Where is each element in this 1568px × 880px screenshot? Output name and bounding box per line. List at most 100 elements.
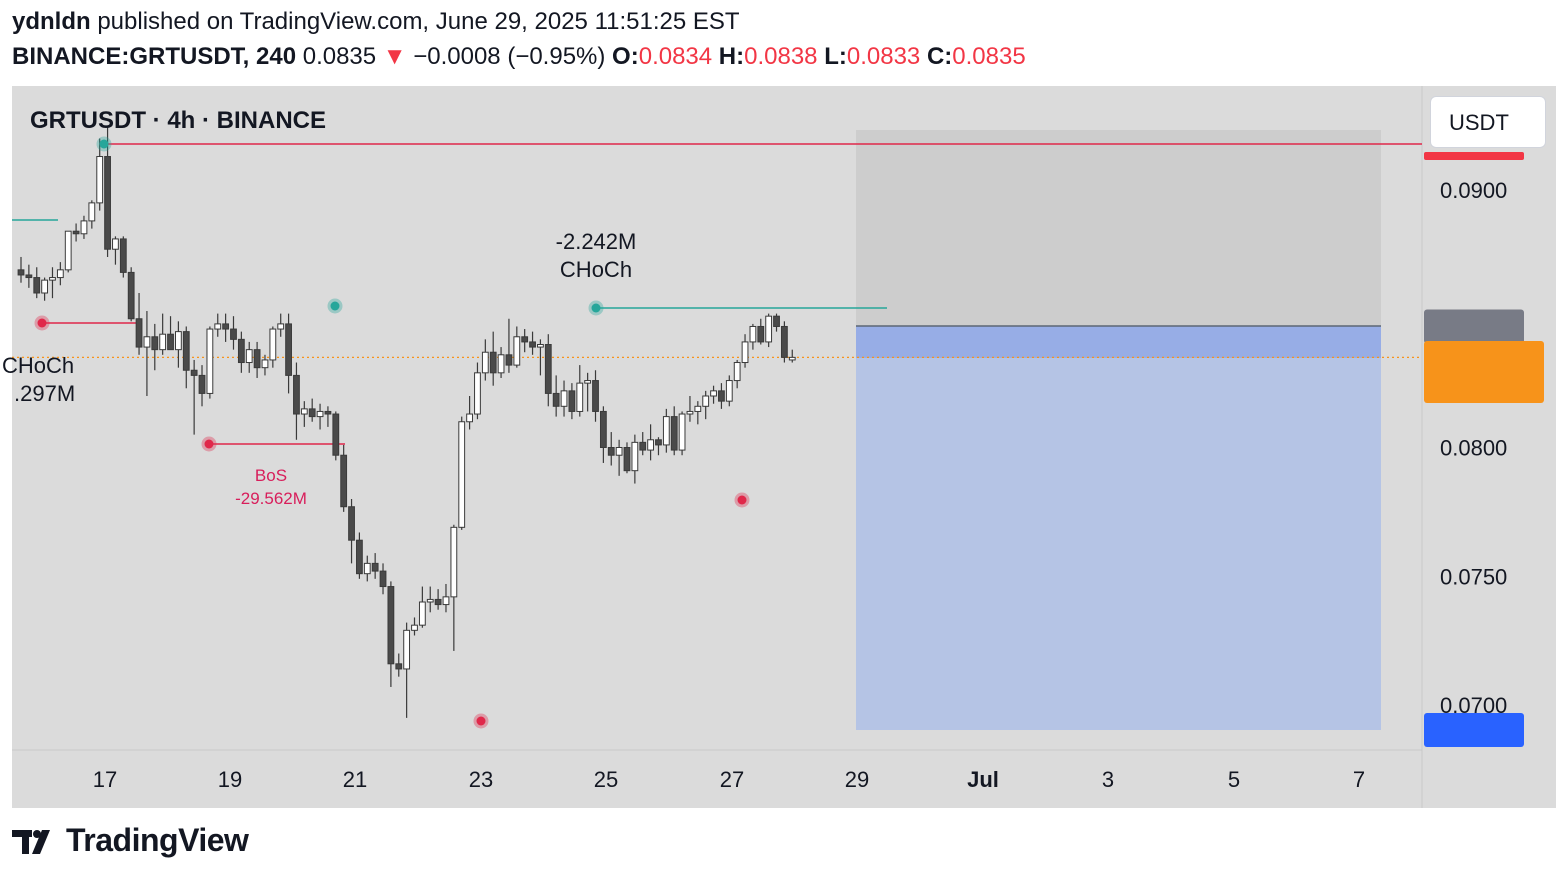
candle-bear-body [607, 447, 615, 456]
time-axis-panel[interactable] [12, 750, 1556, 808]
candle-bull-body [49, 277, 56, 281]
candle [112, 236, 119, 265]
candle [434, 589, 442, 610]
candle-bear-body [489, 351, 497, 374]
header-line-2: BINANCE:GRTUSDT, 240 0.0835 ▼ −0.0008 (−… [12, 43, 1026, 71]
candle-bull-body [631, 441, 639, 472]
candle [182, 326, 190, 389]
candle-bear-body [773, 315, 780, 327]
symbol-interval: BINANCE:GRTUSDT, 240 [12, 43, 297, 70]
candle [749, 323, 757, 350]
candle-bear-body [379, 570, 387, 588]
candle-bear-body [552, 392, 560, 407]
candle [56, 262, 64, 286]
target-price-tag[interactable] [1424, 713, 1524, 747]
candle [639, 432, 647, 456]
candle [537, 339, 544, 376]
candle-bull-body [481, 351, 489, 374]
candle [584, 372, 592, 412]
candle-bear-body [544, 344, 552, 394]
candle [119, 236, 127, 278]
author-name[interactable]: ydnldn [12, 8, 91, 35]
entry-price-tag[interactable] [1424, 309, 1524, 344]
candle [757, 318, 765, 345]
candle-bull-body [474, 372, 481, 415]
candle [230, 316, 237, 350]
header-line-1: ydnldn published on TradingView.com, Jun… [12, 8, 740, 36]
candle [151, 323, 159, 371]
candle-bear-body [592, 380, 599, 412]
candle [17, 256, 25, 283]
swing-high-marker[interactable] [330, 301, 340, 311]
candle [599, 406, 607, 463]
candle [64, 230, 72, 273]
candle-bear-body [285, 323, 292, 376]
candle-bear-body [599, 410, 607, 449]
currency-button[interactable]: USDT [1430, 96, 1546, 148]
swing-low-marker[interactable] [476, 716, 486, 726]
candle [222, 313, 230, 342]
take-profit-zone[interactable] [856, 326, 1381, 730]
swing-high-price-tag [1424, 152, 1524, 160]
candle [293, 362, 300, 440]
candle [426, 586, 434, 613]
time-axis-tick: 21 [343, 767, 367, 792]
swing-low-marker[interactable] [737, 495, 747, 505]
candle-bear-body [387, 586, 395, 665]
candle [363, 555, 371, 582]
time-axis-tick: 27 [720, 767, 744, 792]
candle-bear-body [639, 441, 647, 451]
candle [237, 331, 245, 373]
candle [655, 437, 662, 456]
candle-bull-body [765, 315, 773, 343]
candle-bear-body [253, 349, 261, 369]
last-price-tag[interactable] [1424, 341, 1544, 403]
candle-bull-body [363, 562, 371, 575]
swing-high-marker[interactable] [591, 303, 601, 313]
candle [411, 617, 418, 636]
candle-bull-body [143, 336, 151, 348]
candle-bull-body [426, 598, 434, 603]
candle [521, 329, 529, 353]
candle [316, 403, 324, 430]
time-axis-tick: 23 [469, 767, 493, 792]
candle-bull-body [694, 405, 702, 412]
candle-bear-body [190, 369, 198, 376]
choch-label-cut: CHoCh [2, 353, 74, 378]
price-axis-panel[interactable] [1422, 86, 1556, 750]
candle [25, 264, 33, 288]
candle [261, 354, 269, 376]
candle-bear-body [104, 156, 111, 250]
candle [552, 375, 560, 417]
candle-bear-body [237, 338, 245, 364]
candle [214, 313, 222, 337]
candle-bull-body [725, 380, 733, 402]
bos-label: BoS [255, 466, 287, 485]
candle-bull-body [418, 601, 426, 626]
candle-bear-body [182, 331, 190, 371]
candle [41, 277, 49, 301]
candle-bear-body [127, 271, 135, 320]
candle [49, 267, 56, 299]
candle-bull-body [788, 356, 796, 361]
candle-bear-body [222, 323, 230, 330]
candle-bear-body [521, 336, 529, 343]
close-label: C: [926, 43, 953, 70]
tradingview-logo[interactable]: TradingView [12, 822, 249, 859]
candle [474, 362, 481, 420]
candle [678, 411, 686, 456]
swing-high-marker[interactable] [99, 139, 109, 149]
candle [175, 321, 182, 368]
candle-bull-body [88, 202, 96, 222]
price-axis-tick: 0.0800 [1440, 436, 1507, 461]
candle-bear-body [529, 341, 536, 348]
candle [300, 401, 308, 427]
swing-low-marker[interactable] [204, 439, 214, 449]
stop-loss-zone[interactable] [856, 130, 1381, 326]
candle [733, 359, 741, 389]
candle [277, 313, 285, 337]
candle [190, 359, 198, 435]
swing-low-marker[interactable] [37, 318, 47, 328]
candle [725, 375, 733, 407]
